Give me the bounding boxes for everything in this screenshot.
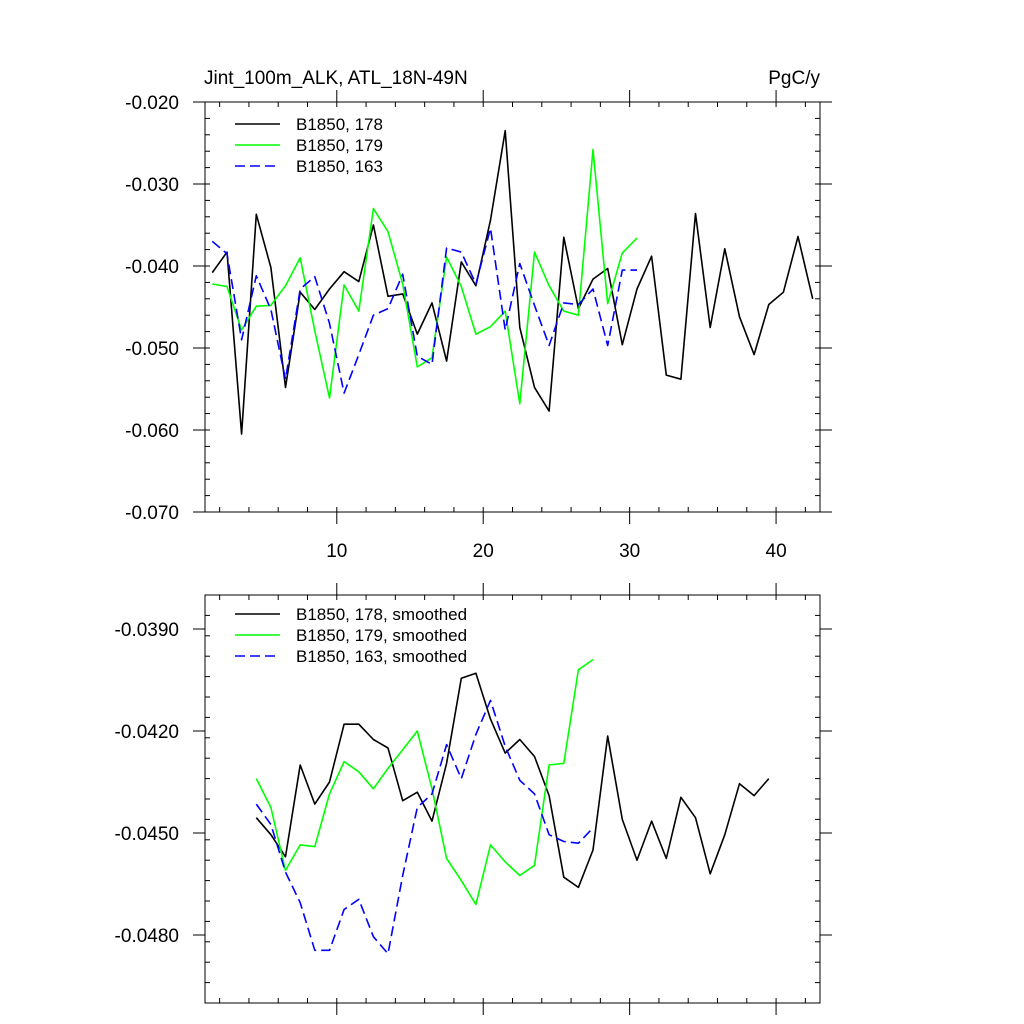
y-tick-label: -0.050 [125,339,179,360]
chart-title: Jint_100m_ALK, ATL_18N-49N [204,68,468,89]
bottom-axis-ticks: -0.0480 -0.0450 -0.0420 -0.0390 [115,583,832,1015]
x-tick-label: 10 [326,541,347,562]
y-tick-label: -0.020 [125,93,179,114]
x-tick-label: 40 [766,541,787,562]
legend-label-1: B1850, 179 [296,136,383,155]
bottom-panel: -0.0480 -0.0450 -0.0420 -0.0390 B1850, 178,… [115,583,832,1015]
y-tick-label: -0.060 [125,421,179,442]
series-line-0 [255,672,770,889]
top-panel: Jint_100m_ALK, ATL_18N-49N PgC/y -0.070-… [125,68,832,562]
units-label: PgC/y [768,68,820,89]
top-legend: B1850, 178 B1850, 179 B1850, 163 [235,115,383,176]
legend-label-2: B1850, 163 [296,157,383,176]
series-line-1 [212,148,638,405]
bottom-series-group [255,658,770,955]
series-line-2 [211,227,637,394]
series-line-2 [255,699,594,955]
legend-label-0: B1850, 178, smoothed [296,605,467,624]
x-tick-label: 30 [619,541,640,562]
legend-label-2: B1850, 163, smoothed [296,647,467,666]
y-tick-label: -0.0390 [115,620,179,641]
y-tick-label: -0.030 [125,175,179,196]
top-axis-ticks: -0.070 -0.060 -0.050 -0.040 -0.030 -0.020 10 20… [125,90,832,562]
y-tick-label: -0.0450 [115,824,179,845]
bottom-legend: B1850, 178, smoothed B1850, 179, smoothed… [235,605,467,666]
y-tick-label: -0.040 [125,257,179,278]
top-series-group [211,129,814,435]
legend-label-1: B1850, 179, smoothed [296,626,467,645]
y-tick-label: -0.070 [125,503,179,524]
series-line-1 [255,658,594,906]
x-tick-label: 20 [473,541,494,562]
legend-label-0: B1850, 178 [296,115,383,134]
series-line-0 [211,129,814,435]
y-tick-label: -0.0420 [115,722,179,743]
y-tick-label: -0.0480 [115,926,179,947]
